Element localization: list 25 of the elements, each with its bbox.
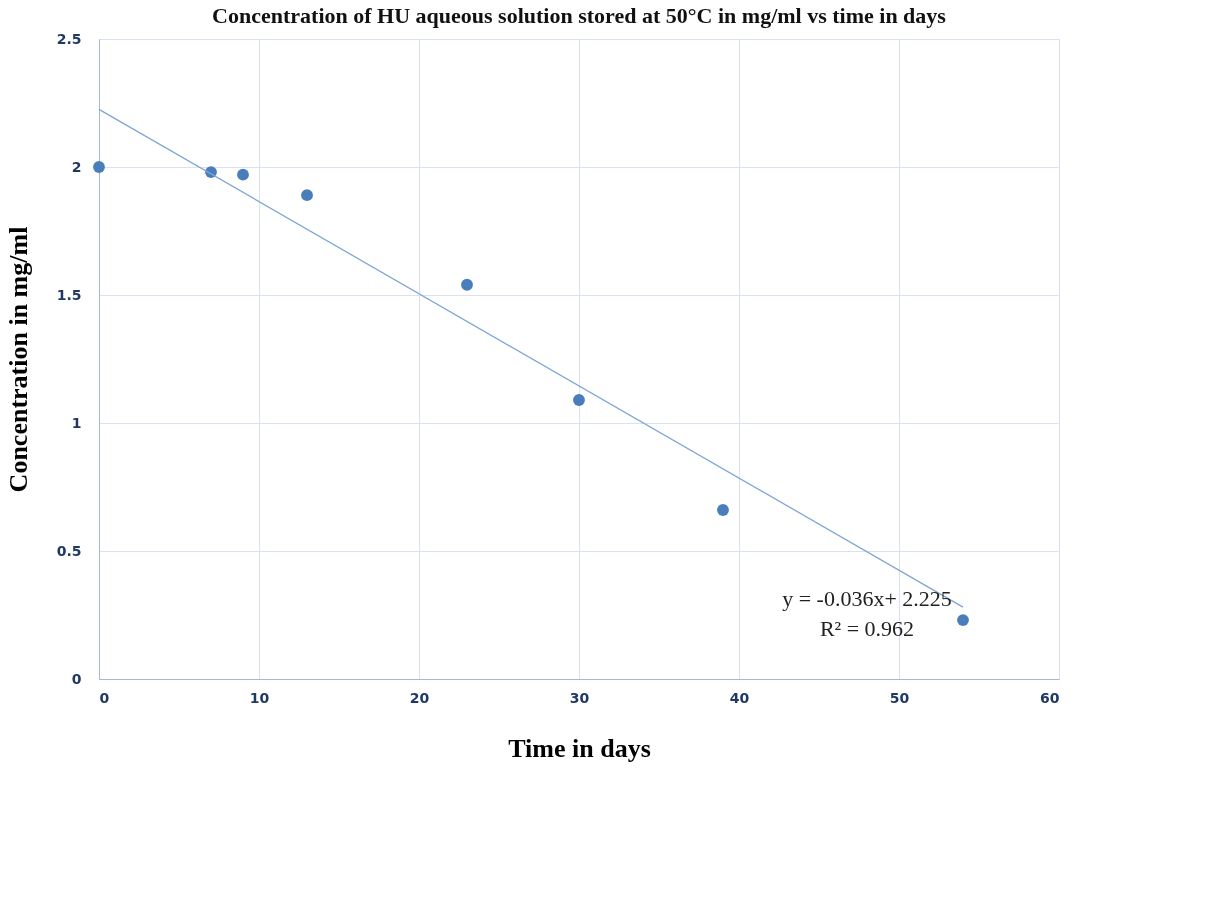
x-tick-label: 40 bbox=[729, 689, 750, 706]
point bbox=[717, 504, 729, 516]
y-tick-label: 2.5 bbox=[56, 30, 82, 47]
point bbox=[573, 394, 585, 406]
y-tick-label: 2 bbox=[71, 158, 82, 175]
annotation: R² = 0.962 bbox=[819, 616, 915, 641]
x-tick-label: 50 bbox=[889, 689, 910, 706]
y-tick-label: 0 bbox=[71, 670, 82, 687]
y-axis-title: Concentration in mg/ml bbox=[3, 226, 33, 493]
point bbox=[957, 614, 969, 627]
x-tick-label: 0 bbox=[99, 689, 110, 706]
point bbox=[461, 278, 473, 291]
y-tick-label: 0.5 bbox=[56, 542, 82, 559]
x-axis-title: Time in days bbox=[508, 733, 651, 763]
x-tick-label: 20 bbox=[409, 689, 430, 706]
annotation: y = -0.036x+ 2.225 bbox=[782, 586, 952, 611]
y-tick-label: 1.5 bbox=[56, 286, 82, 303]
x-tick-label: 10 bbox=[249, 689, 270, 706]
x-tick-label: 60 bbox=[1040, 689, 1060, 706]
point bbox=[93, 161, 105, 173]
point bbox=[301, 189, 313, 202]
chart-title: Concentration of HU aqueous solution stored at 50°C in mg/ml vs time in days bbox=[212, 3, 947, 28]
x-tick-label: 30 bbox=[569, 689, 590, 706]
y-tick-label: 1 bbox=[71, 414, 82, 431]
point bbox=[237, 168, 249, 181]
